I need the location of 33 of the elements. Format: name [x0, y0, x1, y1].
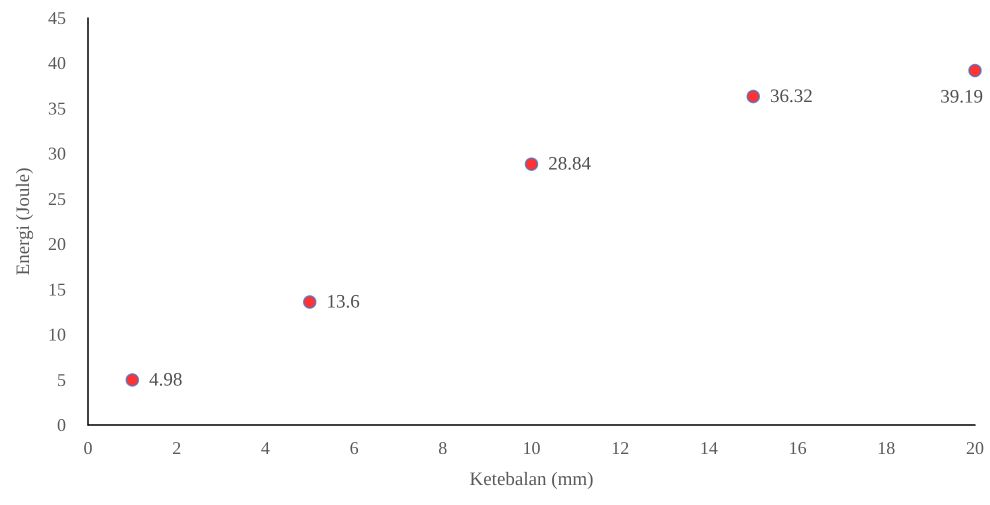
y-tick-label: 45: [48, 8, 66, 28]
point: [303, 295, 316, 309]
y-tick-label: 15: [48, 279, 66, 300]
data-label: 4.98: [149, 369, 182, 390]
x-tick-label: 14: [700, 438, 718, 458]
x-tick-label: 16: [788, 438, 807, 458]
data-label: 13.6: [326, 291, 360, 312]
point: [524, 157, 538, 171]
y-tick-label: 35: [48, 98, 66, 118]
data-label: 28.84: [548, 154, 592, 175]
point: [746, 90, 760, 104]
point: [968, 64, 982, 78]
data-label: 36.32: [770, 86, 813, 108]
y-tick-label: 40: [48, 53, 66, 74]
x-tick-label: 10: [522, 438, 540, 458]
y-tick-label: 5: [57, 370, 66, 390]
x-tick-label: 18: [877, 438, 896, 458]
x-tick-label: 8: [438, 438, 448, 458]
y-tick-label: 10: [48, 324, 66, 345]
x-axis-title: Ketebalan (mm): [470, 469, 594, 490]
x-tick-label: 6: [350, 438, 359, 458]
x-tick-label: 12: [611, 438, 630, 458]
data-label: 39.19: [940, 86, 983, 108]
y-tick-label: 25: [48, 188, 66, 209]
x-tick-label: 4: [260, 438, 270, 458]
y-axis-title: Energi (Joule): [13, 168, 34, 276]
y-tick-label: 20: [48, 234, 66, 254]
x-tick-label: 2: [172, 438, 182, 458]
y-tick-label: 0: [57, 415, 66, 435]
x-tick-label: 0: [84, 438, 92, 458]
point: [126, 373, 140, 387]
y-tick-label: 30: [48, 144, 66, 164]
x-tick-label: 20: [966, 438, 984, 458]
